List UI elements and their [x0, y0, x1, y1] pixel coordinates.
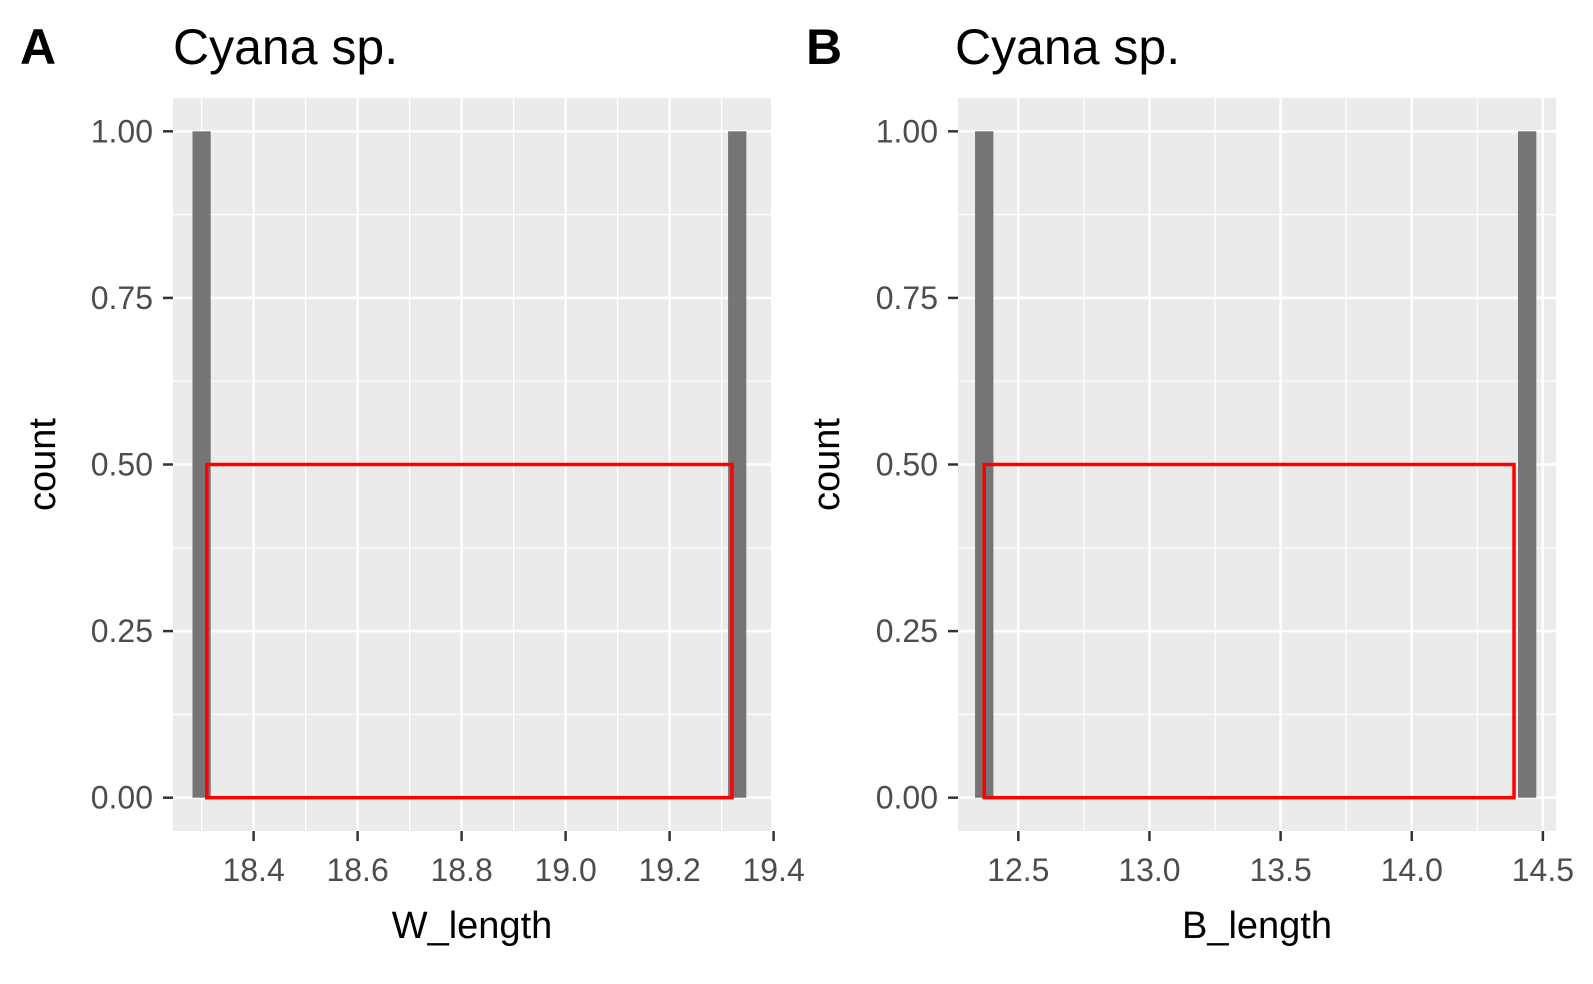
- chart-title: Cyana sp.: [173, 19, 398, 75]
- y-tick-label: 0.50: [91, 447, 153, 483]
- y-tick-label: 0.75: [876, 280, 938, 316]
- x-tick-label: 19.2: [638, 852, 700, 888]
- chart-panel-a: 0.00 0.25 0.50 0.75 1.00 18.4 18.6 18.8 19.0 19.2…: [20, 19, 805, 947]
- overlay-rectangle: [982, 462, 1516, 800]
- y-tick-label: 0.25: [876, 613, 938, 649]
- y-axis-label: count: [22, 418, 64, 511]
- x-tick-label: 14.0: [1381, 852, 1443, 888]
- chart-panel-b: 0.00 0.25 0.50 0.75 1.00 12.5 13.0 13.5 14.0 14.5…: [806, 19, 1574, 947]
- y-axis-label: count: [806, 418, 848, 511]
- x-tick-label: 12.5: [987, 852, 1049, 888]
- y-tick-label: 0.50: [876, 447, 938, 483]
- x-tick-label: 18.6: [326, 852, 388, 888]
- chart-title: Cyana sp.: [955, 19, 1180, 75]
- y-tick-label: 0.75: [91, 280, 153, 316]
- x-tick-label: 13.0: [1118, 852, 1180, 888]
- y-tick-label: 0.00: [91, 780, 153, 816]
- x-tick-label: 19.0: [534, 852, 596, 888]
- x-axis-label: W_length: [392, 905, 553, 947]
- panel-tag: A: [20, 19, 56, 75]
- overlay-rectangle: [205, 462, 734, 800]
- histogram-bar-1: [1517, 131, 1537, 798]
- y-tick-label: 1.00: [876, 113, 938, 149]
- x-tick-label: 18.8: [430, 852, 492, 888]
- x-tick-label: 14.5: [1512, 852, 1574, 888]
- x-axis-label: B_length: [1182, 905, 1332, 947]
- panel-tag: B: [806, 19, 842, 75]
- y-tick-label: 0.00: [876, 780, 938, 816]
- x-tick-label: 18.4: [222, 852, 284, 888]
- x-tick-label: 19.4: [742, 852, 804, 888]
- x-tick-label: 13.5: [1249, 852, 1311, 888]
- y-tick-label: 0.25: [91, 613, 153, 649]
- y-tick-label: 1.00: [91, 113, 153, 149]
